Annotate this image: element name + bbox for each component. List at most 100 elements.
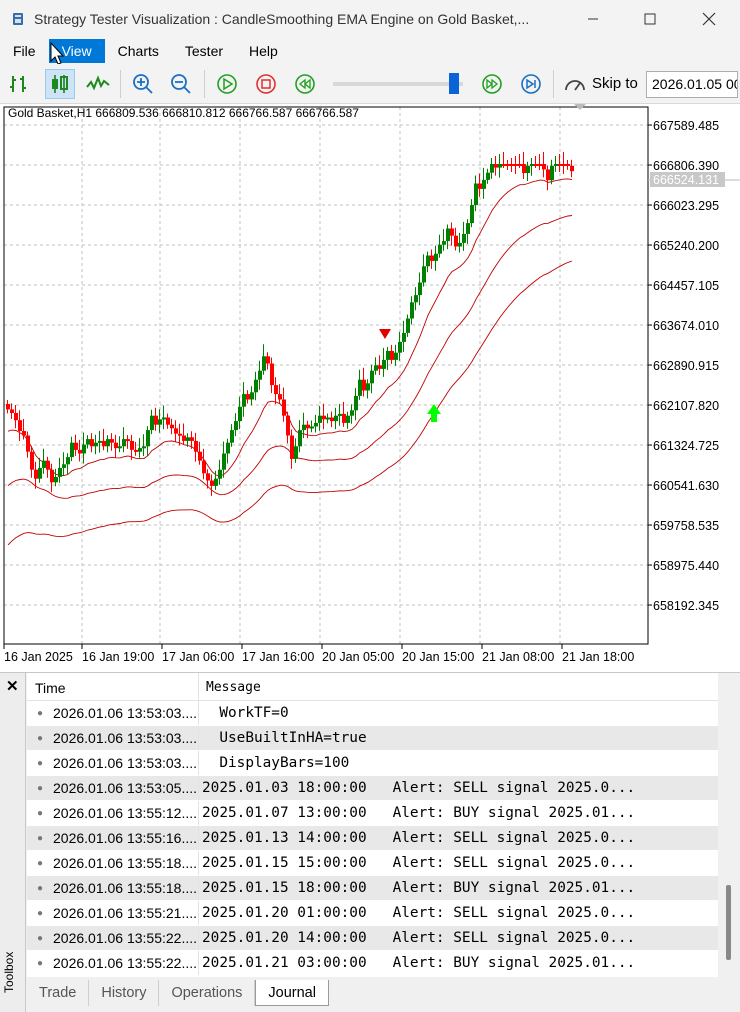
journal-row[interactable]: ● 2026.01.06 13:53:03.... DisplayBars=100 (27, 751, 718, 776)
candle-body (114, 442, 118, 449)
candle-body (174, 428, 178, 434)
toolbox-tabs: Trade History Operations Journal (27, 980, 740, 1012)
tab-journal[interactable]: Journal (255, 980, 329, 1006)
journal-row[interactable]: ● 2026.01.06 13:55:18.... 2025.01.15 15:00… (27, 851, 718, 876)
toolbox-label: Toolbox (2, 951, 16, 993)
price-chart[interactable]: 666524.131 Gold Basket,H1 666809.536 666… (0, 104, 740, 672)
candle-body (542, 164, 546, 170)
candle-body (430, 255, 434, 261)
toolbox-close-icon[interactable]: ✕ (6, 678, 19, 695)
zoom-in-button[interactable] (128, 69, 158, 99)
candle-chart-button[interactable] (45, 69, 75, 99)
candle-body (154, 415, 158, 425)
menu-charts[interactable]: Charts (117, 43, 159, 59)
candle-body (62, 464, 66, 468)
price-axis-label: 664457.105 (653, 279, 719, 293)
journal-row[interactable]: ● 2026.01.06 13:55:22.... 2025.01.20 14:00… (27, 926, 718, 951)
chart-area[interactable]: 666524.131 Gold Basket,H1 666809.536 666… (0, 104, 740, 672)
price-axis-label: 666023.295 (653, 199, 719, 213)
rewind-button[interactable] (290, 69, 320, 99)
candle-body (474, 183, 478, 206)
candle-body (146, 430, 150, 447)
maximize-button[interactable] (627, 0, 673, 38)
candle-body (546, 169, 550, 181)
candle-body (570, 165, 574, 172)
message-column-header[interactable]: Message (206, 680, 261, 695)
speed-slider-track[interactable] (333, 82, 463, 86)
journal-row[interactable]: ● 2026.01.06 13:53:05.... 2025.01.03 18:00… (27, 776, 718, 801)
candle-body (166, 417, 170, 425)
journal-row[interactable]: ● 2026.01.06 13:53:03.... WorkTF=0 (27, 701, 718, 726)
shift-marker-icon[interactable] (574, 104, 586, 110)
candle-body (130, 440, 134, 450)
journal-row[interactable]: ● 2026.01.06 13:55:18.... 2025.01.15 18:00… (27, 876, 718, 901)
fast-forward-icon (482, 74, 502, 94)
stop-button[interactable] (251, 69, 281, 99)
journal-row[interactable]: ● 2026.01.06 13:55:21.... 2025.01.20 01:00… (27, 901, 718, 926)
bar-chart-icon (10, 76, 26, 92)
row-time: 2026.01.06 13:55:22.... (53, 926, 199, 950)
candle-body (14, 413, 18, 421)
row-bullet-icon: ● (36, 907, 44, 919)
journal-row[interactable]: ● 2026.01.06 13:55:22.... 2025.01.21 03:00… (27, 951, 718, 976)
time-axis-label: 16 Jan 2025 (4, 650, 73, 664)
row-bullet-icon: ● (36, 757, 44, 769)
candle-body (110, 439, 114, 443)
candle-body (330, 417, 334, 422)
zoom-out-button[interactable] (166, 69, 196, 99)
journal-grid[interactable]: Time Message ● 2026.01.06 13:53:03.... Wo… (27, 673, 718, 977)
candle-body (142, 446, 146, 449)
play-button[interactable] (212, 69, 242, 99)
menu-file[interactable]: File (13, 43, 36, 59)
row-bullet-icon: ● (36, 857, 44, 869)
tab-history[interactable]: History (89, 980, 160, 1006)
line-chart-button[interactable] (83, 69, 113, 99)
candle-body (450, 228, 454, 236)
skip-date-input[interactable]: 2026.01.05 00 (646, 71, 738, 98)
candle-body (442, 241, 446, 245)
row-time: 2026.01.06 13:55:18.... (53, 876, 199, 900)
journal-row[interactable]: ● 2026.01.06 13:53:03.... UseBuiltInHA=tr… (27, 726, 718, 751)
candle-body (342, 413, 346, 423)
minimize-button[interactable] (570, 0, 616, 38)
candlestick-icon (52, 75, 68, 93)
menu-help[interactable]: Help (249, 43, 278, 59)
candle-body (510, 164, 514, 166)
zoom-out-icon (171, 74, 191, 94)
journal-scrollbar[interactable] (718, 673, 740, 977)
journal-row[interactable]: ● 2026.01.06 13:55:16.... 2025.01.13 14:00… (27, 826, 718, 851)
scrollbar-thumb[interactable] (726, 885, 731, 960)
tab-trade[interactable]: Trade (27, 980, 90, 1006)
stop-icon (256, 74, 276, 94)
row-time: 2026.01.06 13:55:18.... (53, 851, 199, 875)
candle-body (234, 421, 238, 431)
zoom-in-icon (133, 74, 153, 94)
candle-body (414, 295, 418, 303)
tab-operations[interactable]: Operations (159, 980, 256, 1006)
journal-row[interactable]: ● 2026.01.06 13:55:12.... 2025.01.07 13:00… (27, 801, 718, 826)
candle-body (246, 394, 250, 400)
candle-body (78, 449, 82, 454)
candle-body (46, 460, 50, 470)
price-axis-label: 663674.010 (653, 319, 719, 333)
time-column-header[interactable]: Time (27, 673, 199, 700)
candle-body (498, 164, 502, 168)
candle-body (290, 435, 294, 459)
candle-body (70, 442, 74, 458)
row-time: 2026.01.06 13:55:16.... (53, 826, 199, 850)
candle-body (134, 449, 138, 452)
candle-body (206, 473, 210, 481)
bar-chart-button[interactable] (4, 69, 34, 99)
menu-tester[interactable]: Tester (184, 43, 224, 59)
candle-body (446, 228, 450, 242)
speed-slider-thumb[interactable] (449, 73, 459, 94)
candle-body (494, 164, 498, 168)
skip-end-button[interactable] (516, 69, 546, 99)
speedometer-icon[interactable] (563, 73, 587, 97)
candle-body (306, 424, 310, 429)
candle-body (462, 233, 466, 243)
candle-body (214, 478, 218, 486)
fast-forward-button[interactable] (477, 69, 507, 99)
close-button[interactable] (686, 0, 732, 38)
candle-body (202, 460, 206, 474)
